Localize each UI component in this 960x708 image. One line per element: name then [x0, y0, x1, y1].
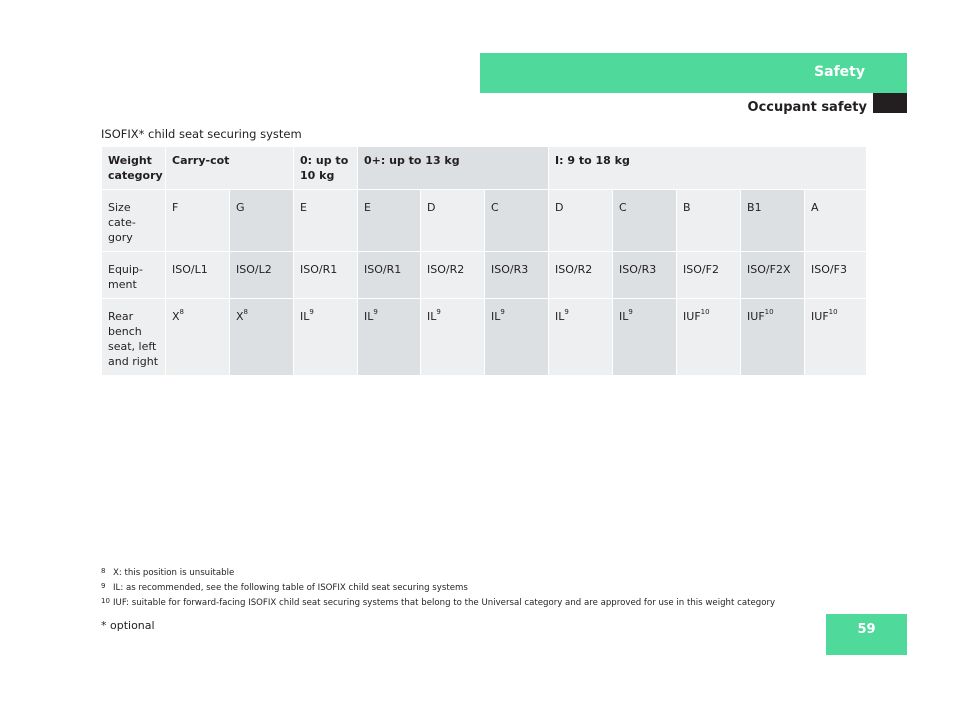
table-cell: IL9 — [293, 298, 359, 376]
optional-note: * optional — [101, 619, 155, 632]
group-0-plus: 0+: up to 13 kg — [357, 146, 550, 190]
table-cell: E — [293, 189, 359, 252]
table-cell: C — [484, 189, 550, 252]
table-cell: ISO/F2 — [676, 251, 742, 299]
rear-bench-row: Rear bench seat, left and right X8 X8 IL… — [101, 298, 868, 376]
table-cell: IUF10 — [740, 298, 806, 376]
footnotes: 8 X: this position is unsuitable 9 IL: as … — [101, 565, 775, 610]
table-cell: ISO/R1 — [293, 251, 359, 299]
rear-bench-label: Rear bench seat, left and right — [101, 298, 166, 376]
table-cell: F — [165, 189, 230, 252]
section-tab: Safety — [480, 53, 907, 93]
section-tab-label: Safety — [814, 64, 865, 80]
equipment-row: Equip- ment ISO/L1 ISO/L2 ISO/R1 ISO/R1 … — [101, 251, 868, 299]
table-cell: IUF10 — [676, 298, 742, 376]
table-cell: E — [357, 189, 422, 252]
table-cell: D — [420, 189, 486, 252]
table-cell: ISO/R2 — [420, 251, 486, 299]
table-cell: B1 — [740, 189, 806, 252]
table-cell: A — [804, 189, 868, 252]
table-cell: ISO/R1 — [357, 251, 422, 299]
footnote-9: 9 IL: as recommended, see the following t… — [101, 582, 468, 593]
footnote-10: 10 IUF: suitable for forward-facing ISOFI… — [101, 597, 776, 608]
table-caption: ISOFIX* child seat securing system — [101, 127, 302, 141]
weight-category-row: Weight category Carry-cot 0: up to 10 kg… — [101, 146, 868, 190]
table-cell: IL9 — [484, 298, 550, 376]
group-1: I: 9 to 18 kg — [548, 146, 868, 190]
table-cell: ISO/F3 — [804, 251, 868, 299]
section-title: Occupant safety — [747, 100, 867, 115]
table-cell: IL9 — [548, 298, 614, 376]
table-cell: B — [676, 189, 742, 252]
table-cell: X8 — [165, 298, 230, 376]
table-cell: X8 — [228, 298, 295, 376]
table-cell: D — [548, 189, 614, 252]
table-cell: ISO/R3 — [484, 251, 550, 299]
table-cell: IUF10 — [804, 298, 868, 376]
weight-category-label: Weight category — [101, 146, 166, 190]
table-cell: ISO/L2 — [228, 251, 295, 299]
group-0: 0: up to 10 kg — [293, 146, 359, 190]
table-cell: ISO/R3 — [612, 251, 678, 299]
table-cell: IL9 — [420, 298, 486, 376]
page-number: 59 — [826, 614, 907, 655]
table-cell: ISO/L1 — [165, 251, 230, 299]
table-cell: ISO/F2X — [740, 251, 806, 299]
table-cell: ISO/R2 — [548, 251, 614, 299]
table-cell: IL9 — [357, 298, 422, 376]
table-cell: IL9 — [612, 298, 678, 376]
section-marker — [873, 93, 907, 113]
table-cell: G — [228, 189, 295, 252]
equipment-label: Equip- ment — [101, 251, 166, 299]
group-carry-cot: Carry-cot — [164, 146, 295, 190]
footnote-8: 8 X: this position is unsuitable — [101, 567, 235, 578]
table-cell: C — [612, 189, 678, 252]
isofix-table: Weight category Carry-cot 0: up to 10 kg… — [101, 146, 868, 376]
size-category-row: Size cate- gory F G E E D C D C B B1 A — [101, 189, 868, 252]
size-category-label: Size cate- gory — [101, 189, 166, 252]
